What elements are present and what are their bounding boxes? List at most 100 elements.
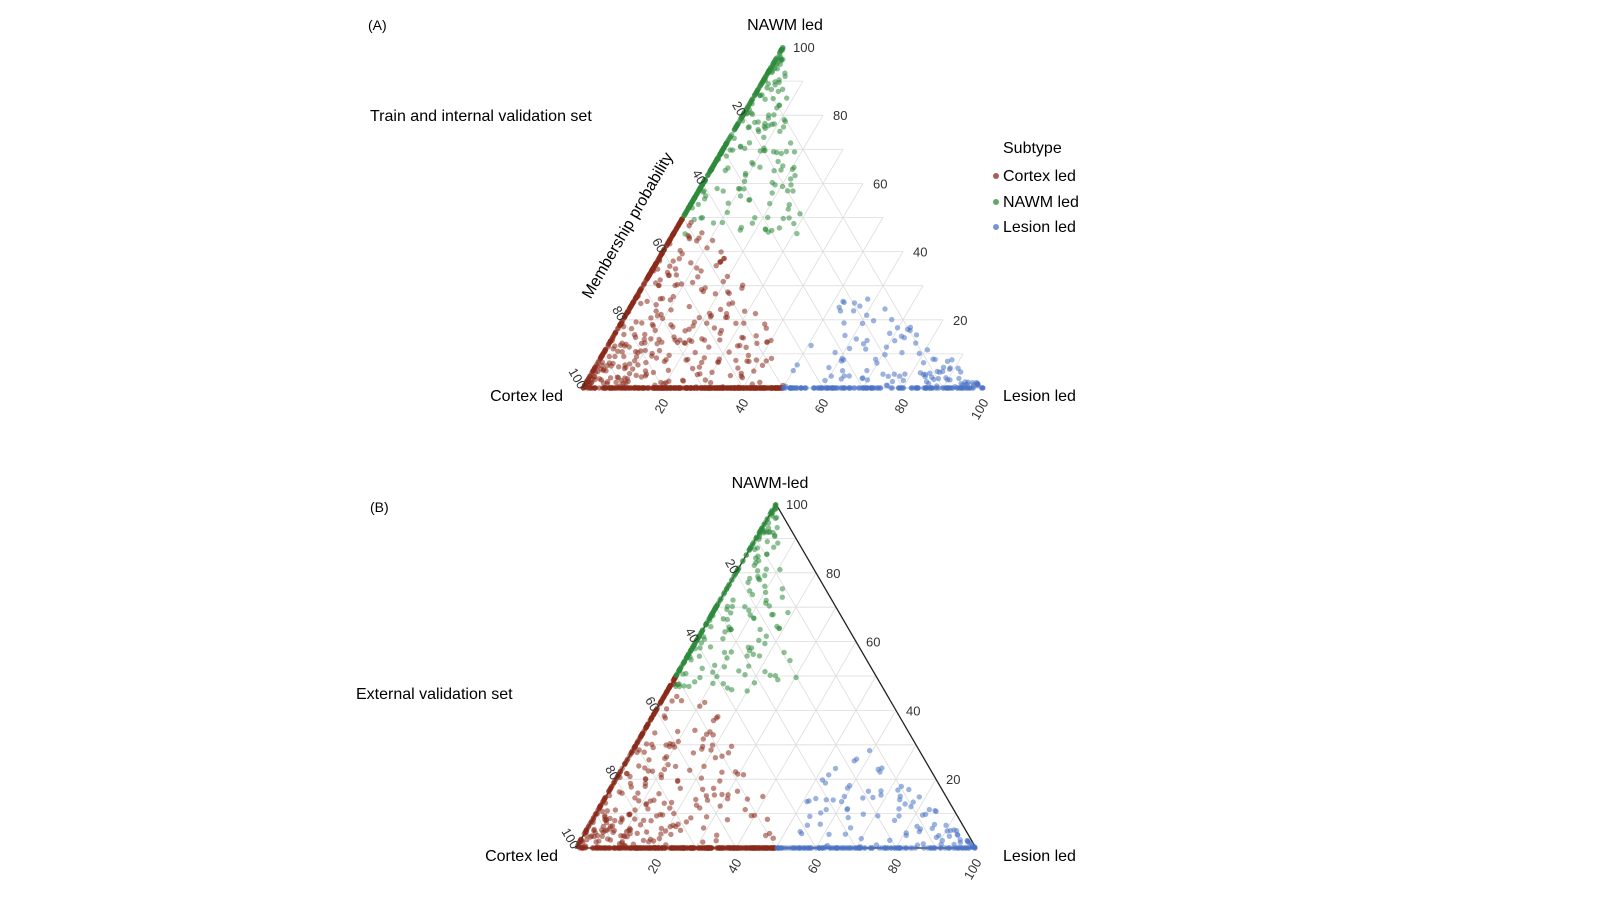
nawm-led-point	[696, 653, 703, 659]
nawm-led-point	[762, 96, 768, 102]
cortex-led-point	[589, 379, 595, 386]
cortex-led-point	[612, 353, 618, 360]
cortex-led-point	[751, 368, 757, 374]
cortex-led-point	[611, 845, 618, 851]
cortex-led-point	[710, 717, 717, 724]
cortex-led-point	[670, 678, 676, 684]
lesion-led-point	[892, 338, 898, 344]
cortex-led-point	[713, 263, 719, 269]
lesion-led-point	[897, 373, 903, 379]
nawm-led-point	[763, 633, 769, 639]
cortex-led-point	[667, 297, 674, 303]
cortex-led-point	[623, 341, 629, 347]
lesion-led-point	[926, 385, 933, 391]
nawm-led-point	[725, 200, 731, 206]
nawm-led-point	[698, 640, 705, 646]
lesion-led-point	[832, 845, 839, 851]
cortex-led-point	[611, 779, 617, 785]
nawm-led-point	[725, 165, 731, 171]
cortex-led-point	[701, 763, 707, 769]
cortex-led-point	[640, 837, 647, 844]
cortex-led-point	[718, 327, 725, 334]
cortex-led-point	[637, 287, 644, 293]
nawm-led-point	[789, 166, 796, 172]
cortex-led-point	[643, 829, 650, 835]
nawm-led-point	[719, 219, 726, 226]
lesion-led-point	[829, 385, 836, 391]
cortex-led-point	[686, 303, 692, 310]
nawm-led-point	[762, 572, 768, 579]
nawm-led-point	[723, 141, 729, 147]
cortex-led-point	[669, 698, 675, 704]
lesion-led-point	[921, 385, 927, 391]
cortex-led-point	[750, 385, 757, 391]
lesion-led-point	[951, 841, 957, 848]
lesion-led-point	[875, 813, 881, 819]
cortex-led-point	[696, 314, 702, 321]
cortex-led-point	[610, 346, 616, 352]
nawm-led-point	[787, 657, 793, 664]
cortex-led-point	[665, 240, 671, 246]
cortex-led-point	[744, 845, 750, 851]
cortex-led-point	[701, 355, 707, 361]
cortex-led-point	[707, 385, 714, 391]
lesion-led-point	[822, 377, 828, 384]
cortex-led-point	[626, 370, 633, 377]
lesion-led-point	[798, 385, 804, 391]
cortex-led-point	[577, 837, 584, 844]
nawm-led-point	[735, 121, 741, 127]
nawm-led-point	[682, 231, 688, 237]
nawm-led-point	[776, 625, 782, 631]
lesion-led-point	[796, 845, 802, 851]
cortex-led-point	[663, 742, 669, 748]
cortex-led-point	[641, 336, 647, 342]
nawm-led-point	[752, 119, 758, 126]
lesion-led-point	[894, 325, 901, 331]
cortex-led-point	[692, 727, 698, 733]
tick-label-right: 100	[786, 497, 808, 512]
nawm-led-point	[747, 588, 753, 594]
cortex-led-point	[599, 359, 606, 366]
cortex-led-point	[683, 819, 690, 825]
nawm-led-point	[752, 215, 758, 221]
lesion-led-point	[864, 377, 871, 383]
cortex-led-point	[708, 747, 714, 753]
cortex-led-point	[621, 842, 627, 849]
cortex-led-point	[604, 379, 611, 385]
cortex-led-point	[590, 819, 596, 825]
lesion-led-point	[887, 330, 893, 336]
cortex-led-point	[661, 766, 668, 773]
cortex-led-point	[720, 845, 726, 851]
grid-line	[782, 217, 884, 389]
cortex-led-point	[599, 808, 605, 814]
cortex-led-point	[648, 818, 654, 824]
lesion-led-point	[896, 806, 902, 812]
nawm-led-point	[764, 551, 770, 557]
nawm-led-point	[697, 186, 703, 192]
lesion-led-point	[910, 799, 916, 805]
tick-label-right: 40	[906, 703, 920, 718]
legend-title: Subtype	[1003, 140, 1062, 157]
lesion-led-point	[853, 756, 860, 762]
nawm-led-point	[714, 673, 720, 680]
data-points	[580, 45, 986, 391]
tick-label-bottom: 80	[884, 856, 904, 876]
nawm-led-point	[772, 79, 778, 85]
lesion-led-point	[794, 362, 800, 368]
nawm-led-point	[787, 140, 794, 146]
cortex-led-point	[623, 380, 629, 386]
cortex-led-point	[650, 838, 657, 844]
cortex-led-point	[577, 845, 583, 851]
cortex-led-point	[686, 223, 692, 229]
lesion-led-point	[800, 845, 807, 851]
nawm-led-point	[751, 680, 758, 686]
cortex-led-point	[719, 791, 725, 798]
lesion-led-point	[819, 777, 826, 783]
nawm-led-point	[688, 201, 694, 208]
cortex-led-point	[584, 378, 590, 385]
cortex-led-point	[728, 743, 735, 749]
lesion-led-point	[807, 813, 813, 819]
nawm-led-point	[710, 220, 717, 226]
cortex-led-point	[653, 260, 659, 266]
nawm-led-point	[763, 566, 769, 572]
